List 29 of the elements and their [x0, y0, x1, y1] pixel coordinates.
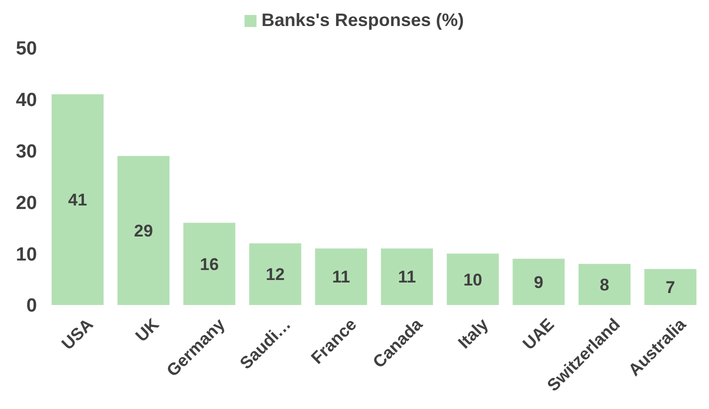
data-label: 11	[332, 268, 350, 287]
bar	[183, 222, 236, 305]
bar	[52, 94, 104, 305]
data-label: 9	[534, 272, 544, 292]
data-label: 16	[200, 254, 219, 274]
data-label: 8	[600, 275, 610, 294]
x-tick-label: USA	[58, 314, 97, 354]
bar	[315, 248, 368, 305]
data-label: 7	[666, 278, 676, 297]
bar	[578, 264, 631, 305]
bar	[644, 269, 696, 305]
bar	[249, 243, 302, 305]
data-label: 12	[266, 265, 285, 284]
y-tick-label: 30	[16, 141, 37, 162]
bar	[117, 156, 170, 305]
y-tick-label: 20	[16, 192, 37, 214]
data-label: 41	[68, 190, 88, 210]
y-tick-label: 40	[16, 90, 37, 112]
legend-label: Banks's Responses (%)	[262, 10, 464, 30]
x-tick-label: UK	[132, 314, 164, 346]
data-label: 10	[463, 270, 482, 290]
y-tick-label: 10	[16, 244, 37, 266]
data-label: 29	[134, 221, 153, 240]
bar	[446, 254, 499, 305]
y-tick-label: 0	[26, 296, 37, 317]
bar	[380, 248, 433, 305]
y-tick-label: 50	[16, 38, 37, 60]
bar	[512, 258, 565, 305]
data-label: 11	[398, 268, 416, 287]
